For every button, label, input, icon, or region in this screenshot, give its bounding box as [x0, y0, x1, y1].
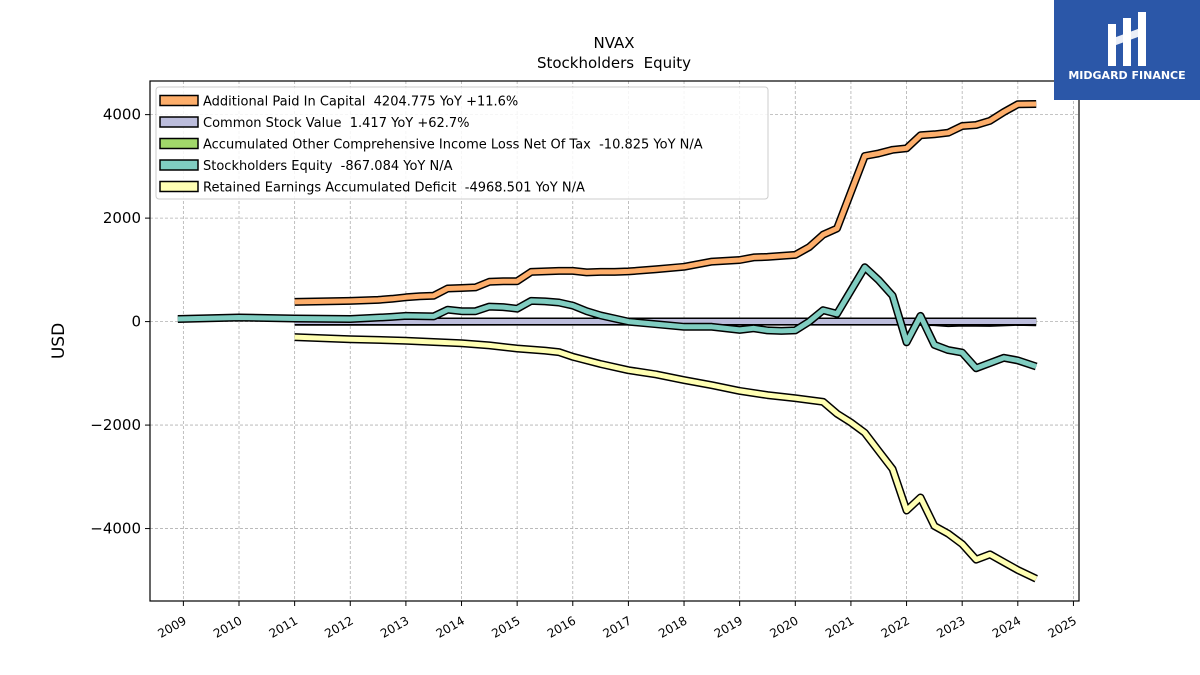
y-axis-ticks: −4000 −2000 0 2000 4000	[90, 106, 150, 538]
x-tick-label: 2023	[934, 613, 967, 640]
series-line	[177, 264, 1037, 371]
x-tick-label: 2024	[990, 613, 1023, 640]
x-tick-label: 2016	[545, 613, 578, 640]
x-tick-label: 2014	[434, 613, 467, 640]
legend-box	[155, 86, 769, 200]
chart-subtitle: Stockholders Equity	[537, 54, 691, 72]
legend: Additional Paid In Capital 4204.775 YoY …	[155, 86, 769, 200]
x-tick-label: 2022	[879, 613, 912, 640]
x-tick-label: 2013	[378, 613, 411, 640]
plot-frame	[149, 80, 1080, 602]
x-tick-label: 2019	[712, 613, 745, 640]
series-line	[294, 334, 1038, 581]
y-tick-label: −2000	[90, 416, 141, 434]
legend-entry: Additional Paid In Capital 4204.775 YoY …	[203, 95, 518, 110]
x-tick-label: 2021	[823, 613, 856, 640]
chart-title: NVAX	[593, 34, 634, 52]
brand-logo: MIDGARD FINANCE	[1054, 0, 1200, 100]
x-tick-label: 2010	[211, 613, 244, 640]
x-tick-label: 2012	[322, 613, 355, 640]
legend-swatch	[159, 94, 199, 107]
brand-name: MIDGARD FINANCE	[1068, 69, 1186, 82]
legend-entry: Stockholders Equity -867.084 YoY N/A	[203, 159, 453, 174]
legend-swatch	[159, 159, 199, 171]
x-tick-label: 2009	[155, 613, 188, 640]
y-tick-label: −4000	[90, 520, 141, 538]
legend-entry: Retained Earnings Accumulated Deficit -4…	[203, 181, 585, 196]
x-tick-label: 2017	[600, 613, 633, 640]
x-tick-label: 2011	[267, 613, 300, 640]
y-axis-label: USD	[49, 323, 69, 359]
legend-swatch	[159, 137, 199, 150]
legend-swatch	[159, 180, 199, 193]
y-tick-label: 4000	[103, 106, 141, 124]
x-tick-label: 2025	[1045, 613, 1078, 640]
y-tick-label: 0	[131, 313, 141, 331]
x-tick-label: 2018	[656, 613, 689, 640]
brand-mark-icon	[1108, 12, 1146, 66]
x-axis-ticks: 2009 2010 2011 2012 2013 2014 2015 2016 2017 2018…	[155, 601, 1079, 641]
y-tick-label: 2000	[103, 209, 141, 227]
series-layer	[177, 100, 1038, 583]
legend-swatch	[159, 116, 199, 128]
x-tick-label: 2020	[767, 613, 800, 640]
series-line	[294, 101, 1037, 305]
legend-entry: Accumulated Other Comprehensive Income L…	[203, 138, 703, 153]
legend-entry: Common Stock Value 1.417 YoY +62.7%	[203, 116, 470, 131]
x-tick-label: 2015	[489, 613, 522, 640]
